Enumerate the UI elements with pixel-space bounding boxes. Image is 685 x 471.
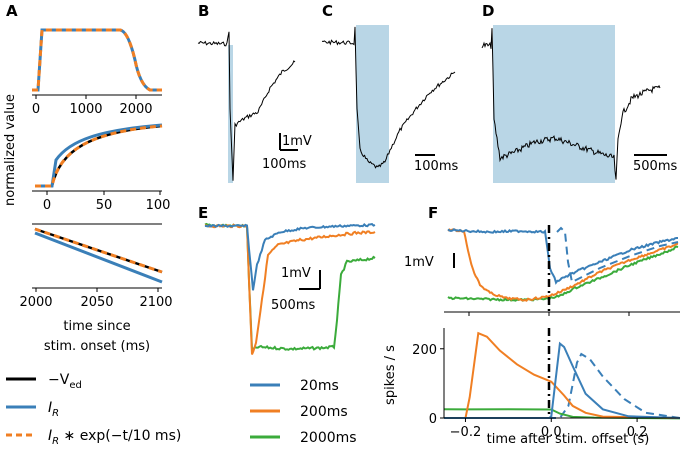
b-trace <box>197 31 296 181</box>
legend-label-ir-exp: IR ∗ exp(−t/10 ms) <box>48 428 181 447</box>
a-top-plot: 0 1000 2000 <box>32 28 162 117</box>
a-xlabel-1: time since <box>63 319 130 334</box>
f-trace-blue <box>447 228 678 285</box>
panel-b: 1mV 100ms <box>197 31 312 183</box>
a-bot-exp-line <box>34 227 163 274</box>
a-top-exp-line <box>32 28 162 92</box>
f-xtick-label-1: 0.0 <box>541 425 562 440</box>
b-mv-label: 1mV <box>282 134 312 149</box>
panel-f-top: 1mV <box>404 225 680 316</box>
a-top-tick-2: 2000 <box>119 102 152 117</box>
panel-f-bottom-chart: spikes / s time after stim. offset (s) −… <box>383 328 681 447</box>
d-stim-shade <box>493 25 615 183</box>
c-ms-label: 100ms <box>414 159 458 174</box>
f-series-2000ms <box>443 408 681 420</box>
a-bot-plot: 2000 2050 2100 <box>19 223 173 310</box>
f-trace-blue-dashed <box>556 226 679 284</box>
f-ytick-label-1: 200 <box>412 343 437 358</box>
legend-label-ir: IR <box>48 400 59 419</box>
panel-label-b: B <box>198 2 209 20</box>
e-legend-label-2000ms: 2000ms <box>300 430 357 446</box>
f-xlabel: time after stim. offset (s) <box>487 432 650 447</box>
f-series-200ms <box>444 331 681 419</box>
f-trace-green <box>447 245 679 302</box>
panel-label-e: E <box>198 204 208 222</box>
f-mv-label: 1mV <box>404 255 434 270</box>
a-mid-tick-2: 100 <box>146 198 171 213</box>
a-bot-tick-2: 2100 <box>139 295 172 310</box>
panel-label-d: D <box>482 2 494 20</box>
f-trace-orange <box>447 228 679 302</box>
a-xlabel-2: stim. onset (ms) <box>44 339 150 354</box>
e-ms-label: 500ms <box>271 298 315 313</box>
panel-e: 1mV 500ms 20ms 200ms 2000ms <box>204 222 376 446</box>
a-ylabel: normalized value <box>3 94 18 206</box>
f-xtick-label-0: −0.2 <box>450 425 482 440</box>
a-mid-plot: 0 50 100 <box>32 123 171 213</box>
panel-d: 500ms <box>481 25 677 183</box>
d-trace <box>481 28 661 180</box>
e-trace-20ms <box>204 222 376 291</box>
f-xtick-label-2: 0.2 <box>627 425 648 440</box>
panel-c: 100ms <box>321 25 458 183</box>
panel-label-a: A <box>6 2 18 20</box>
a-top-tick-1: 1000 <box>69 102 102 117</box>
c-stim-shade <box>356 25 389 183</box>
panel-label-f: F <box>428 204 438 222</box>
a-mid-tick-0: 0 <box>43 198 51 213</box>
a-bot-ir-line <box>34 231 163 284</box>
b-ms-label: 100ms <box>262 157 306 172</box>
a-legend: −Ved IR IR ∗ exp(−t/10 ms) <box>6 372 181 447</box>
a-top-tick-0: 0 <box>32 102 40 117</box>
e-legend-label-20ms: 20ms <box>300 378 339 394</box>
a-mid-ir-line <box>35 123 163 188</box>
a-bot-tick-1: 2050 <box>80 295 113 310</box>
e-legend-label-200ms: 200ms <box>300 404 348 420</box>
f-series-20ms-dashed <box>444 352 681 419</box>
f-ylabel: spikes / s <box>383 345 398 405</box>
legend-label-ved: −Ved <box>48 372 82 391</box>
a-bot-tick-0: 2000 <box>19 295 52 310</box>
c-trace <box>321 26 456 169</box>
d-ms-label: 500ms <box>633 159 677 174</box>
a-mid-exp-line <box>35 124 163 188</box>
e-mv-label: 1mV <box>281 266 311 281</box>
f-ytick-label-0: 0 <box>429 412 437 427</box>
e-trace-2000ms <box>204 222 376 352</box>
f-series-20ms <box>444 341 681 419</box>
panel-label-c: C <box>322 2 333 20</box>
e-trace-200ms <box>204 223 376 355</box>
a-mid-tick-1: 50 <box>96 198 113 213</box>
